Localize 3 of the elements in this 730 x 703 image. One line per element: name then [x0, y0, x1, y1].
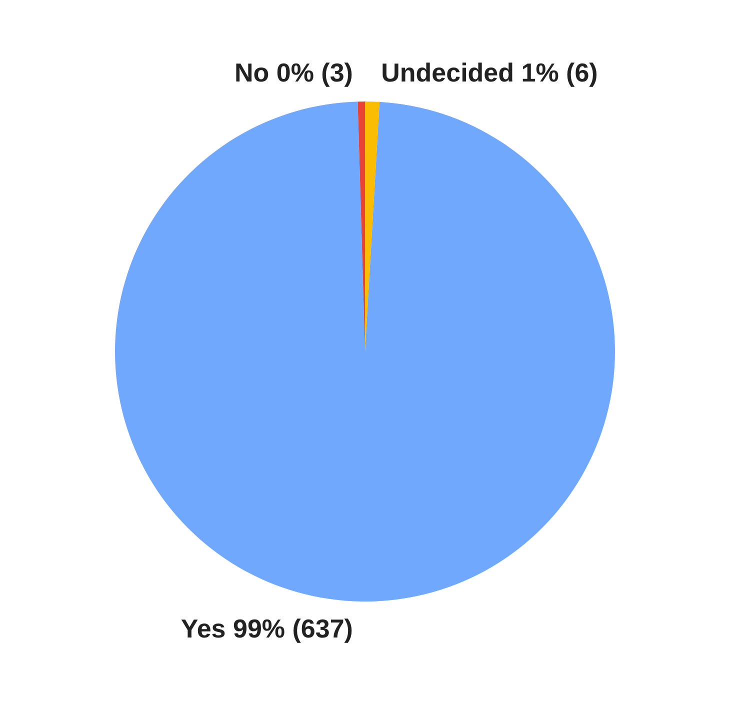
slice-label: Undecided 1% (6) — [381, 58, 598, 88]
slice-label: No 0% (3) — [234, 58, 353, 88]
slice-label: Yes 99% (637) — [180, 613, 353, 644]
